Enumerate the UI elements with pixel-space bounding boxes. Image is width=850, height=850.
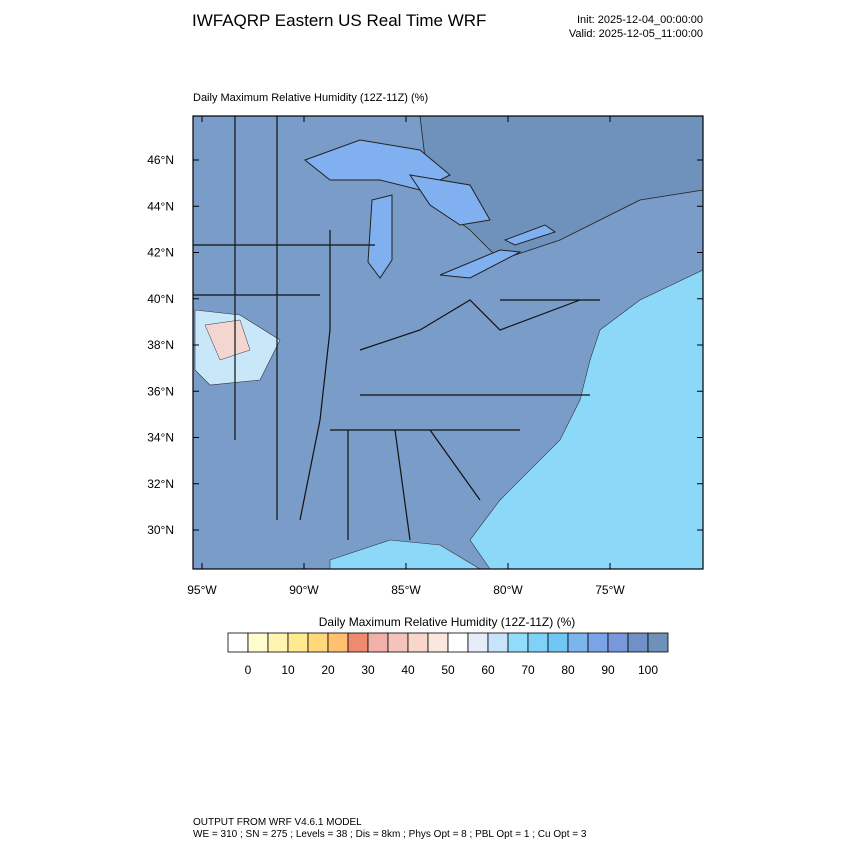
gulf [329, 539, 482, 570]
lat-label: 36°N [147, 384, 174, 398]
colorbar-label: 30 [361, 663, 375, 677]
lon-label: 75°W [595, 583, 625, 597]
color-box [647, 632, 669, 653]
footer-line: WE = 310 ; SN = 275 ; Levels = 38 ; Dis … [193, 829, 587, 840]
colorbar-label: 20 [321, 663, 335, 677]
ocean [469, 269, 704, 570]
colorbar-label: 0 [245, 663, 252, 677]
colorbar: 0 10 20 30 40 50 60 70 80 90 100 [227, 632, 669, 677]
axis-labels: 46°N 44°N 42°N 40°N 38°N 36°N 34°N 32°N 30°N 95°W… [147, 116, 703, 597]
color-box [327, 632, 349, 653]
lat-label: 38°N [147, 338, 174, 352]
colorbar-label: 80 [561, 663, 575, 677]
lake-ontario [503, 224, 557, 246]
colorbar-label: 50 [441, 663, 455, 677]
color-box [247, 632, 269, 653]
color-box [607, 632, 629, 653]
colorbar-label: 10 [281, 663, 295, 677]
init-time: Init: 2025-12-04_00:00:00 [577, 14, 703, 26]
lat-label: 32°N [147, 477, 174, 491]
lon-label: 90°W [289, 583, 319, 597]
color-box [407, 632, 429, 653]
color-box [507, 632, 529, 653]
colorbar-label: 60 [481, 663, 495, 677]
lon-label: 80°W [493, 583, 523, 597]
color-box [547, 632, 569, 653]
color-box [347, 632, 369, 653]
map [192, 115, 704, 570]
color-box [587, 632, 609, 653]
dry-core [204, 319, 251, 361]
color-box [567, 632, 589, 653]
lat-label: 44°N [147, 199, 174, 213]
colorbar-label: 100 [638, 663, 658, 677]
color-box [387, 632, 409, 653]
colorbar-title: Daily Maximum Relative Humidity (12Z-11Z… [319, 615, 576, 629]
map-frame [192, 115, 704, 570]
color-box [427, 632, 449, 653]
footer-line: OUTPUT FROM WRF V4.6.1 MODEL [193, 817, 362, 828]
lon-label: 85°W [391, 583, 421, 597]
color-box [227, 632, 249, 653]
lat-label: 30°N [147, 523, 174, 537]
lat-label: 34°N [147, 431, 174, 445]
color-box [467, 632, 489, 653]
lat-label: 42°N [147, 246, 174, 260]
color-box [447, 632, 469, 653]
color-box [307, 632, 329, 653]
color-box [267, 632, 289, 653]
color-box [487, 632, 509, 653]
lat-label: 40°N [147, 292, 174, 306]
state-lines [193, 116, 600, 541]
map-title: Daily Maximum Relative Humidity (12Z-11Z… [193, 92, 428, 104]
title: IWFAQRP Eastern US Real Time WRF [192, 11, 486, 30]
lon-label: 95°W [187, 583, 217, 597]
lake-erie [439, 249, 522, 279]
colorbar-label: 40 [401, 663, 415, 677]
color-box [287, 632, 309, 653]
lake-huron [408, 174, 491, 226]
color-box [627, 632, 649, 653]
color-box [367, 632, 389, 653]
colorbar-label: 70 [521, 663, 535, 677]
lake-michigan [367, 194, 393, 279]
color-box [527, 632, 549, 653]
valid-time: Valid: 2025-12-05_11:00:00 [569, 28, 703, 40]
colorbar-label: 90 [601, 663, 615, 677]
lat-label: 46°N [147, 153, 174, 167]
